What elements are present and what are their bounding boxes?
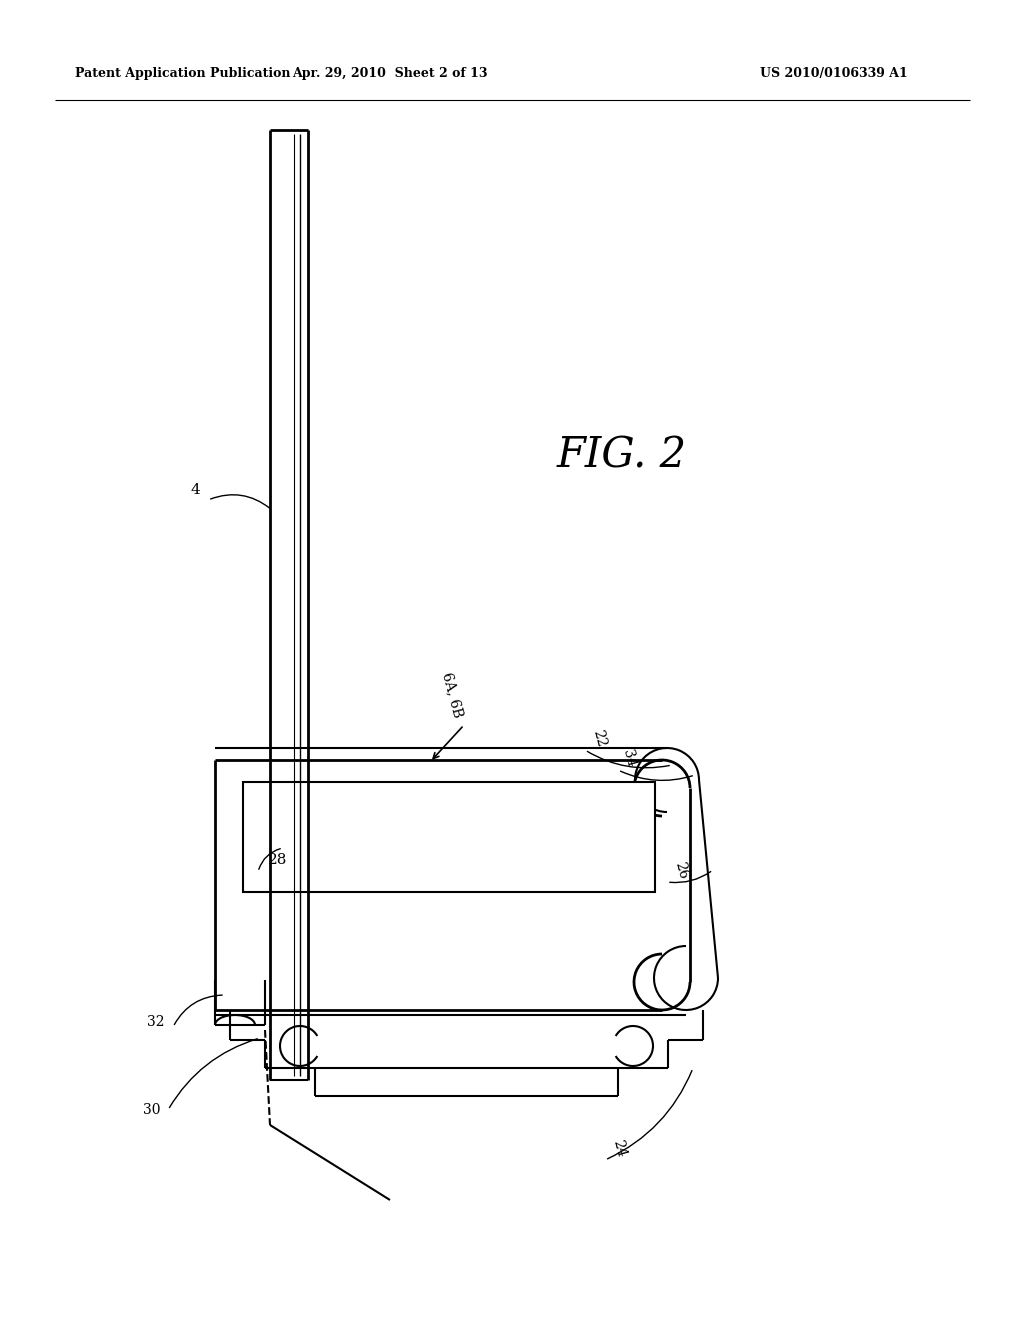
Text: 4: 4 <box>190 483 200 498</box>
Text: Apr. 29, 2010  Sheet 2 of 13: Apr. 29, 2010 Sheet 2 of 13 <box>292 66 487 79</box>
Text: US 2010/0106339 A1: US 2010/0106339 A1 <box>760 66 907 79</box>
Text: Patent Application Publication: Patent Application Publication <box>75 66 291 79</box>
Text: 28: 28 <box>268 853 288 867</box>
Text: 26: 26 <box>672 859 690 880</box>
Text: 34: 34 <box>620 747 638 768</box>
Text: FIG. 2: FIG. 2 <box>557 434 687 477</box>
Text: 6A, 6B: 6A, 6B <box>440 671 466 719</box>
Text: 22: 22 <box>590 727 608 748</box>
Text: 32: 32 <box>147 1015 165 1030</box>
Bar <box>243 781 655 892</box>
Text: 30: 30 <box>142 1104 160 1117</box>
Text: 24: 24 <box>610 1138 628 1159</box>
